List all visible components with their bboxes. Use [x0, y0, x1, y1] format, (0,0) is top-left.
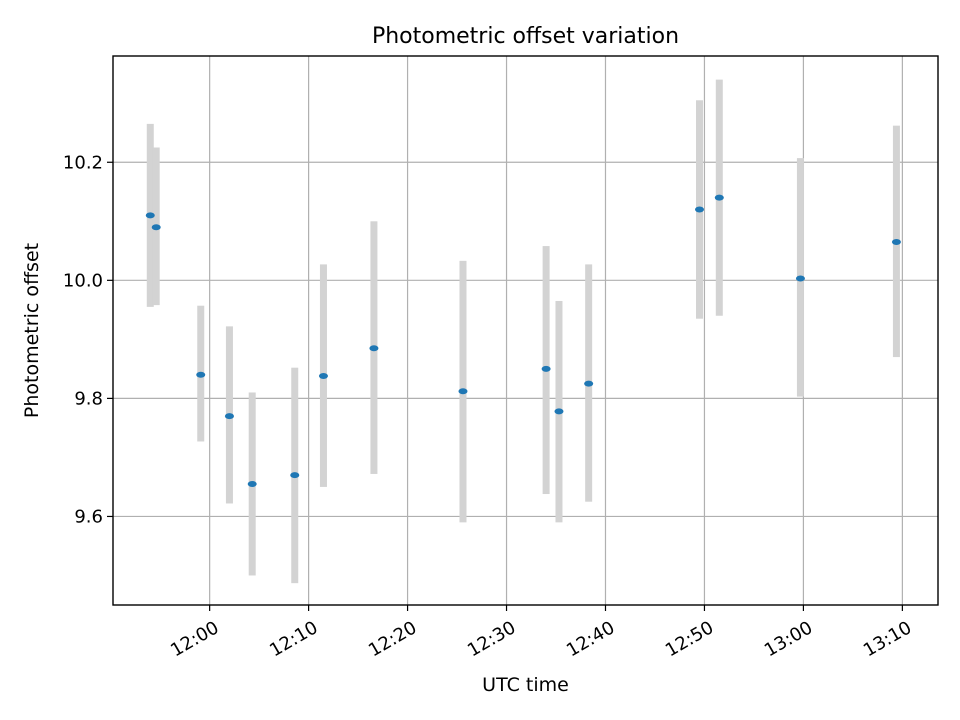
data-point [196, 371, 206, 378]
data-point [554, 408, 564, 415]
y-tick-label: 10.0 [63, 270, 103, 291]
chart-title: Photometric offset variation [372, 24, 679, 49]
y-tick-label: 9.6 [74, 506, 103, 527]
data-point [318, 372, 328, 379]
y-tick-label: 10.2 [63, 152, 103, 173]
data-point [891, 238, 901, 245]
data-point [795, 275, 805, 282]
data-point [584, 380, 594, 387]
x-axis-label: UTC time [482, 674, 569, 696]
y-tick-label: 9.8 [74, 388, 103, 409]
data-point [224, 413, 234, 420]
plot-frame [112, 55, 939, 606]
y-axis-label: Photometric offset [21, 243, 43, 418]
data-point [714, 194, 724, 201]
data-point [247, 480, 257, 487]
data-point [369, 345, 379, 352]
data-point [541, 365, 551, 372]
grid [113, 56, 938, 605]
data-point [151, 224, 161, 231]
data-points [145, 194, 901, 487]
data-point [145, 212, 155, 219]
data-point [695, 206, 705, 213]
data-point [458, 388, 468, 395]
data-point [290, 472, 300, 479]
